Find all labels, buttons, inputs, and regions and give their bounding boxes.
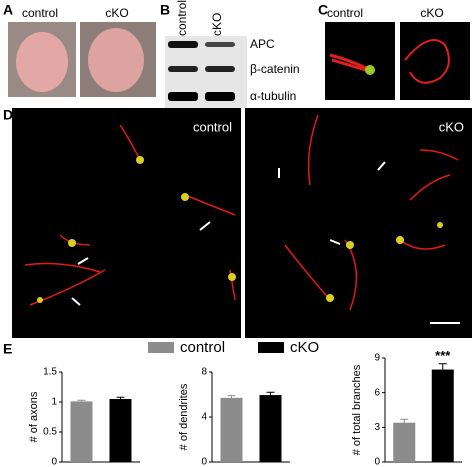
band-label: α-tubulin (250, 89, 296, 103)
panel-label: D (3, 107, 13, 123)
image (12, 108, 241, 338)
panel-label: A (3, 2, 13, 18)
y-axis-label: # of axons (28, 391, 40, 442)
y-tick-label: 1.5 (43, 367, 57, 378)
y-tick-label: 0 (51, 457, 57, 467)
label: cKO (439, 119, 464, 134)
error-bar (266, 391, 275, 396)
legend-label: cKO (290, 339, 319, 356)
error-bar (400, 418, 409, 423)
y-axis-label: # of dendrites (178, 383, 190, 450)
band (205, 92, 235, 101)
band-label: β-catenin (250, 62, 300, 76)
cell (365, 65, 375, 75)
y-tick-label: 3 (374, 422, 380, 433)
legend-label: control (180, 339, 225, 356)
bar (70, 401, 93, 462)
embryo (88, 28, 144, 92)
band (168, 41, 198, 48)
lane-label: control (175, 0, 189, 36)
panel-label: B (160, 2, 170, 18)
annotation: *** (435, 348, 451, 363)
y-tick-label: 9 (374, 353, 380, 364)
band (168, 66, 198, 72)
legend-swatch (258, 342, 284, 353)
error-bar (116, 396, 125, 399)
lane-label: cKO (210, 13, 224, 36)
band (168, 92, 198, 101)
image (400, 22, 470, 100)
bar (109, 399, 132, 462)
image (245, 108, 472, 338)
error-bar (438, 363, 447, 370)
bar (220, 397, 243, 462)
label: control (193, 119, 232, 134)
legend-swatch (148, 342, 174, 353)
band-label: APC (250, 37, 275, 51)
y-tick-label: 0 (374, 457, 380, 467)
cell (404, 39, 450, 84)
label: cKO (105, 6, 128, 20)
band (205, 42, 235, 47)
label: cKO (420, 6, 443, 20)
bar (259, 395, 282, 462)
panel-label: C (318, 2, 328, 18)
bar (431, 369, 454, 462)
neurons (24, 114, 459, 311)
y-axis-label: # of total branches (351, 364, 363, 455)
y-tick-label: 8 (201, 367, 207, 378)
y-tick-label: 0.5 (43, 427, 57, 438)
label: control (327, 6, 363, 20)
y-tick-label: 1 (51, 397, 57, 408)
band (205, 66, 235, 72)
bar (393, 422, 416, 462)
cell-bodies (37, 156, 443, 303)
y-tick-label: 0 (201, 457, 207, 467)
error-bar (227, 395, 236, 398)
panel-label: E (3, 341, 12, 357)
label: control (22, 6, 58, 20)
error-bar (77, 399, 86, 402)
y-tick-label: 4 (201, 412, 207, 423)
arrows (71, 161, 460, 324)
embryo (16, 32, 68, 92)
y-tick-label: 6 (374, 387, 380, 398)
